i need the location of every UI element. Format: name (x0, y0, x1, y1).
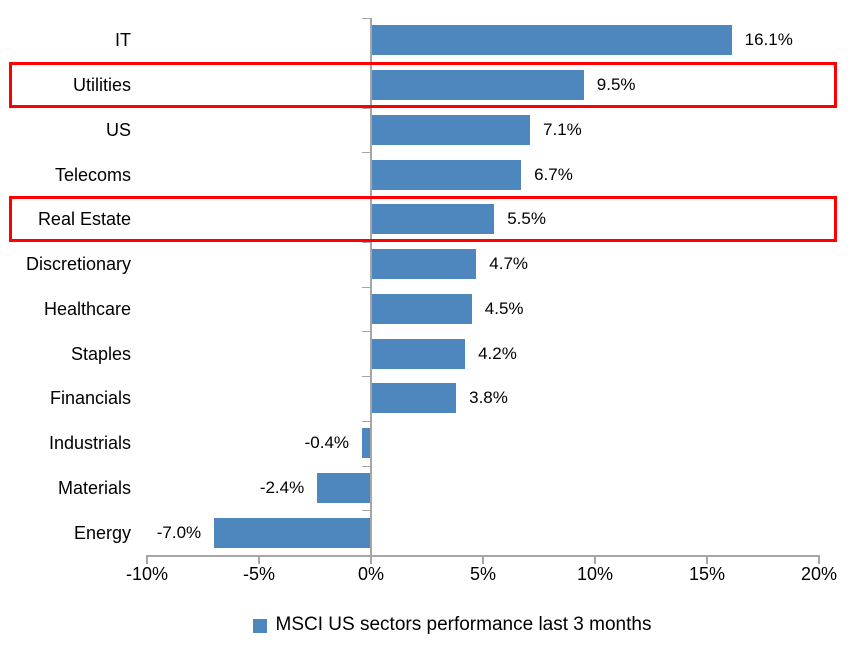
bar-healthcare (371, 293, 472, 324)
value-label-telecoms: 6.7% (534, 164, 573, 184)
value-label-materials: -2.4% (259, 477, 305, 497)
bar-real-estate (371, 204, 495, 235)
value-axis-tick-label: 10% (576, 564, 614, 584)
category-label-healthcare: Healthcare (43, 298, 131, 319)
value-axis-tick-label: 20% (800, 564, 838, 584)
category-axis-tick (362, 510, 370, 512)
value-axis-tick (258, 557, 260, 564)
category-axis-line (370, 18, 372, 555)
value-axis-tick-label: 5% (469, 564, 496, 584)
category-label-real-estate: Real Estate (37, 209, 131, 230)
category-label-it: IT (115, 30, 131, 51)
value-label-staples: 4.2% (478, 343, 517, 363)
bar-us (371, 114, 531, 145)
bar-telecoms (371, 159, 522, 190)
category-axis-tick (362, 420, 370, 422)
category-axis-tick (362, 286, 370, 288)
highlight-box-utilities (9, 62, 837, 109)
highlight-box-real-estate (9, 196, 837, 243)
bar-it (371, 25, 732, 56)
bar-energy (214, 517, 371, 548)
category-axis-tick (362, 18, 370, 19)
value-label-us: 7.1% (543, 119, 582, 139)
bar-discretionary (371, 249, 477, 280)
category-label-industrials: Industrials (48, 433, 131, 454)
category-label-staples: Staples (70, 343, 131, 364)
category-label-materials: Materials (57, 477, 131, 498)
bar-financials (371, 383, 457, 414)
category-label-telecoms: Telecoms (54, 164, 131, 185)
category-axis-tick (362, 465, 370, 467)
value-label-it: 16.1% (744, 30, 793, 50)
bar-industrials (362, 428, 371, 459)
category-label-utilities: Utilities (72, 75, 131, 96)
value-axis-line (146, 555, 820, 557)
bar-staples (371, 338, 466, 369)
category-label-financials: Financials (49, 388, 131, 409)
legend-series-swatch-icon (252, 619, 267, 633)
value-label-utilities: 9.5% (596, 75, 636, 95)
value-axis-tick (146, 557, 148, 564)
value-axis-tick-label: 0% (357, 564, 384, 584)
legend-label: MSCI US sectors performance last 3 month… (275, 614, 652, 635)
value-label-financials: 3.8% (469, 388, 508, 408)
category-label-energy: Energy (73, 522, 131, 543)
value-axis-tick (482, 557, 484, 564)
bar-utilities (371, 70, 584, 101)
category-axis-tick (362, 331, 370, 333)
category-axis-tick (362, 152, 370, 154)
value-label-energy: -7.0% (156, 522, 202, 542)
value-label-industrials: -0.4% (304, 433, 350, 453)
value-axis-tick-label: -5% (242, 564, 275, 584)
category-label-discretionary: Discretionary (25, 254, 131, 275)
bar-materials (317, 472, 371, 503)
value-axis-tick (594, 557, 596, 564)
value-axis-tick (706, 557, 708, 564)
value-label-healthcare: 4.5% (484, 298, 524, 318)
value-label-real-estate: 5.5% (507, 209, 546, 229)
value-axis-tick-label: -10% (125, 564, 169, 584)
value-axis-tick (370, 557, 372, 564)
value-axis-tick-label: 15% (688, 564, 726, 584)
category-label-us: US (105, 119, 131, 140)
value-label-discretionary: 4.7% (489, 254, 529, 274)
value-axis-tick (818, 557, 820, 564)
category-axis-tick (362, 376, 370, 377)
legend: MSCI US sectors performance last 3 month… (0, 614, 852, 636)
